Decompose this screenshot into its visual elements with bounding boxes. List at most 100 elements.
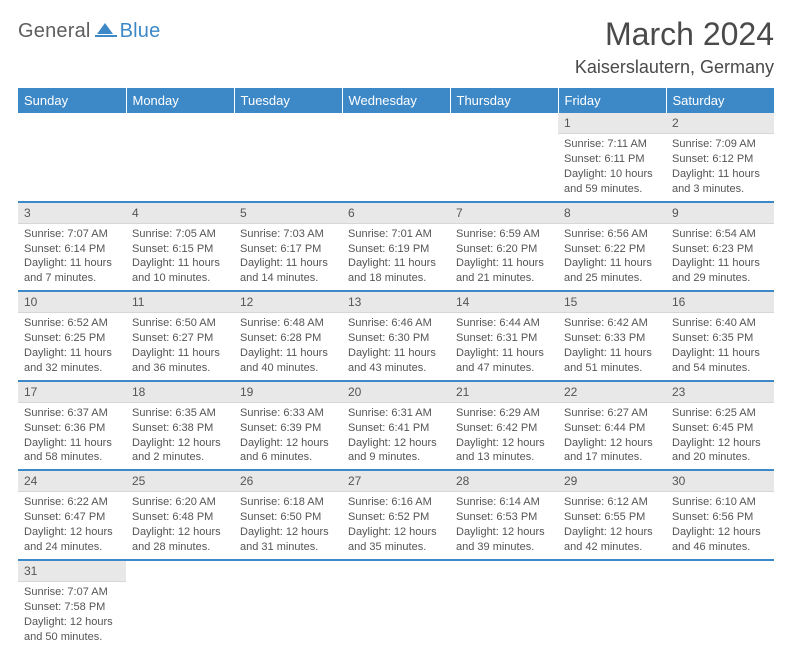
sunset-text: Sunset: 6:47 PM (24, 510, 120, 525)
daylight-text: Daylight: 12 hours and 17 minutes. (564, 436, 660, 466)
sunrise-text: Sunrise: 6:12 AM (564, 495, 660, 510)
daylight-text: Daylight: 12 hours and 35 minutes. (348, 525, 444, 555)
calendar-day-cell: 30Sunrise: 6:10 AMSunset: 6:56 PMDayligh… (666, 470, 774, 560)
day-body: Sunrise: 6:10 AMSunset: 6:56 PMDaylight:… (666, 492, 774, 558)
sunset-text: Sunset: 6:38 PM (132, 421, 228, 436)
sunrise-text: Sunrise: 6:48 AM (240, 316, 336, 331)
title-block: March 2024 Kaiserslautern, Germany (575, 16, 774, 78)
day-number-blank (234, 561, 342, 581)
sunset-text: Sunset: 6:19 PM (348, 242, 444, 257)
sunset-text: Sunset: 6:15 PM (132, 242, 228, 257)
daylight-text: Daylight: 11 hours and 47 minutes. (456, 346, 552, 376)
daylight-text: Daylight: 12 hours and 42 minutes. (564, 525, 660, 555)
day-number: 26 (234, 471, 342, 492)
day-number: 24 (18, 471, 126, 492)
daylight-text: Daylight: 12 hours and 6 minutes. (240, 436, 336, 466)
sunset-text: Sunset: 6:27 PM (132, 331, 228, 346)
calendar-day-cell: 7Sunrise: 6:59 AMSunset: 6:20 PMDaylight… (450, 202, 558, 292)
calendar-day-cell: 12Sunrise: 6:48 AMSunset: 6:28 PMDayligh… (234, 291, 342, 381)
day-body: Sunrise: 6:40 AMSunset: 6:35 PMDaylight:… (666, 313, 774, 379)
sunset-text: Sunset: 6:53 PM (456, 510, 552, 525)
daylight-text: Daylight: 11 hours and 40 minutes. (240, 346, 336, 376)
day-body: Sunrise: 7:07 AMSunset: 7:58 PMDaylight:… (18, 582, 126, 648)
day-body: Sunrise: 6:16 AMSunset: 6:52 PMDaylight:… (342, 492, 450, 558)
logo-mark-icon (95, 21, 117, 42)
calendar-day-cell (450, 560, 558, 648)
day-number: 29 (558, 471, 666, 492)
sunrise-text: Sunrise: 6:29 AM (456, 406, 552, 421)
sunset-text: Sunset: 6:44 PM (564, 421, 660, 436)
calendar-day-cell: 6Sunrise: 7:01 AMSunset: 6:19 PMDaylight… (342, 202, 450, 292)
calendar-day-cell: 15Sunrise: 6:42 AMSunset: 6:33 PMDayligh… (558, 291, 666, 381)
daylight-text: Daylight: 11 hours and 10 minutes. (132, 256, 228, 286)
weekday-header: Wednesday (342, 88, 450, 113)
calendar-day-cell: 22Sunrise: 6:27 AMSunset: 6:44 PMDayligh… (558, 381, 666, 471)
calendar-day-cell: 28Sunrise: 6:14 AMSunset: 6:53 PMDayligh… (450, 470, 558, 560)
calendar-day-cell (126, 560, 234, 648)
calendar-day-cell: 8Sunrise: 6:56 AMSunset: 6:22 PMDaylight… (558, 202, 666, 292)
day-number-blank (234, 113, 342, 133)
day-body: Sunrise: 6:48 AMSunset: 6:28 PMDaylight:… (234, 313, 342, 379)
daylight-text: Daylight: 12 hours and 46 minutes. (672, 525, 768, 555)
calendar-day-cell (342, 560, 450, 648)
calendar-day-cell (342, 113, 450, 202)
page-title: March 2024 (575, 16, 774, 53)
calendar-day-cell: 24Sunrise: 6:22 AMSunset: 6:47 PMDayligh… (18, 470, 126, 560)
day-body: Sunrise: 6:37 AMSunset: 6:36 PMDaylight:… (18, 403, 126, 469)
daylight-text: Daylight: 11 hours and 36 minutes. (132, 346, 228, 376)
day-body: Sunrise: 6:27 AMSunset: 6:44 PMDaylight:… (558, 403, 666, 469)
day-number: 19 (234, 382, 342, 403)
day-body: Sunrise: 6:31 AMSunset: 6:41 PMDaylight:… (342, 403, 450, 469)
sunrise-text: Sunrise: 6:52 AM (24, 316, 120, 331)
calendar-day-cell: 26Sunrise: 6:18 AMSunset: 6:50 PMDayligh… (234, 470, 342, 560)
calendar-day-cell: 17Sunrise: 6:37 AMSunset: 6:36 PMDayligh… (18, 381, 126, 471)
weekday-header: Tuesday (234, 88, 342, 113)
sunset-text: Sunset: 6:20 PM (456, 242, 552, 257)
sunrise-text: Sunrise: 6:33 AM (240, 406, 336, 421)
sunset-text: Sunset: 7:58 PM (24, 600, 120, 615)
day-body: Sunrise: 7:03 AMSunset: 6:17 PMDaylight:… (234, 224, 342, 290)
day-number: 13 (342, 292, 450, 313)
sunrise-text: Sunrise: 6:46 AM (348, 316, 444, 331)
daylight-text: Daylight: 11 hours and 29 minutes. (672, 256, 768, 286)
day-body: Sunrise: 6:25 AMSunset: 6:45 PMDaylight:… (666, 403, 774, 469)
daylight-text: Daylight: 11 hours and 25 minutes. (564, 256, 660, 286)
sunset-text: Sunset: 6:39 PM (240, 421, 336, 436)
sunset-text: Sunset: 6:48 PM (132, 510, 228, 525)
sunset-text: Sunset: 6:11 PM (564, 152, 660, 167)
weekday-header: Sunday (18, 88, 126, 113)
sunrise-text: Sunrise: 6:35 AM (132, 406, 228, 421)
calendar-day-cell (558, 560, 666, 648)
sunset-text: Sunset: 6:31 PM (456, 331, 552, 346)
calendar-day-cell (666, 560, 774, 648)
day-body: Sunrise: 6:14 AMSunset: 6:53 PMDaylight:… (450, 492, 558, 558)
day-body: Sunrise: 6:44 AMSunset: 6:31 PMDaylight:… (450, 313, 558, 379)
daylight-text: Daylight: 11 hours and 3 minutes. (672, 167, 768, 197)
calendar-day-cell: 18Sunrise: 6:35 AMSunset: 6:38 PMDayligh… (126, 381, 234, 471)
day-body: Sunrise: 6:18 AMSunset: 6:50 PMDaylight:… (234, 492, 342, 558)
calendar-body: 1Sunrise: 7:11 AMSunset: 6:11 PMDaylight… (18, 113, 774, 648)
sunset-text: Sunset: 6:35 PM (672, 331, 768, 346)
calendar-day-cell: 4Sunrise: 7:05 AMSunset: 6:15 PMDaylight… (126, 202, 234, 292)
day-number: 18 (126, 382, 234, 403)
day-number-blank (450, 113, 558, 133)
calendar-day-cell: 20Sunrise: 6:31 AMSunset: 6:41 PMDayligh… (342, 381, 450, 471)
day-number: 23 (666, 382, 774, 403)
sunrise-text: Sunrise: 6:37 AM (24, 406, 120, 421)
sunset-text: Sunset: 6:23 PM (672, 242, 768, 257)
day-body: Sunrise: 6:54 AMSunset: 6:23 PMDaylight:… (666, 224, 774, 290)
daylight-text: Daylight: 12 hours and 24 minutes. (24, 525, 120, 555)
sunrise-text: Sunrise: 7:03 AM (240, 227, 336, 242)
sunset-text: Sunset: 6:56 PM (672, 510, 768, 525)
sunrise-text: Sunrise: 7:07 AM (24, 227, 120, 242)
calendar-day-cell: 29Sunrise: 6:12 AMSunset: 6:55 PMDayligh… (558, 470, 666, 560)
sunset-text: Sunset: 6:14 PM (24, 242, 120, 257)
day-number: 10 (18, 292, 126, 313)
weekday-header: Thursday (450, 88, 558, 113)
calendar-day-cell: 11Sunrise: 6:50 AMSunset: 6:27 PMDayligh… (126, 291, 234, 381)
day-number: 12 (234, 292, 342, 313)
sunrise-text: Sunrise: 6:31 AM (348, 406, 444, 421)
calendar-week-row: 1Sunrise: 7:11 AMSunset: 6:11 PMDaylight… (18, 113, 774, 202)
day-number: 11 (126, 292, 234, 313)
day-number: 7 (450, 203, 558, 224)
